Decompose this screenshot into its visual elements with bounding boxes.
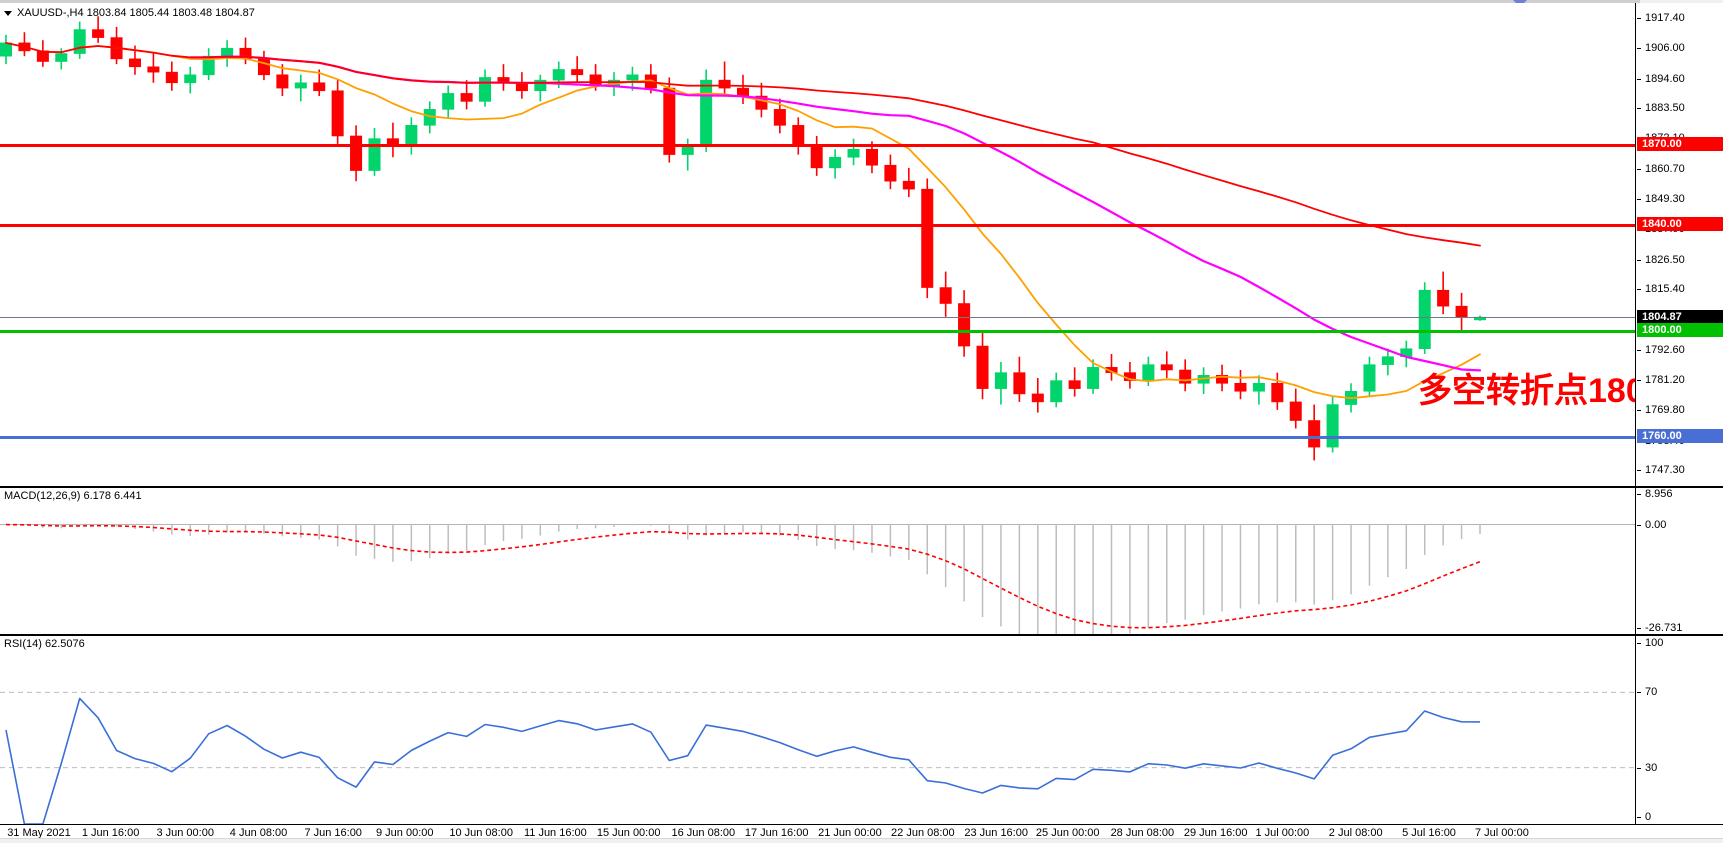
level-line-resistance-1840[interactable] (0, 223, 1635, 227)
time-tick-label: 1 Jun 16:00 (81, 827, 140, 839)
rsi-plot-area[interactable] (0, 636, 1636, 824)
time-tick-label: 29 Jun 16:00 (1183, 827, 1248, 839)
level-line-pivot-1800[interactable] (0, 330, 1635, 334)
price-tick: 1906.00 (1637, 42, 1685, 54)
time-tick-label: 7 Jun 16:00 (304, 827, 362, 839)
time-tick-label: 17 Jun 16:00 (744, 827, 809, 839)
price-tick: 1747.30 (1637, 464, 1685, 476)
time-tick-label: 1 Jul 00:00 (1255, 827, 1310, 839)
time-tick-label: 28 Jun 08:00 (1110, 827, 1175, 839)
rsi-panel: RSI(14) 62.5076 100 70 30 0 (0, 635, 1723, 825)
time-tick-label: 31 May 2021 (7, 827, 71, 839)
price-tick: 1815.40 (1637, 283, 1685, 295)
price-tick: 1826.50 (1637, 254, 1685, 266)
price-tick: 1849.30 (1637, 193, 1685, 205)
time-tick-label: 10 Jun 08:00 (449, 827, 513, 839)
price-tick: 1781.20 (1637, 374, 1685, 386)
time-tick-label: 22 Jun 08:00 (891, 827, 955, 839)
price-scale[interactable]: 1917.401906.001894.601883.501872.101860.… (1637, 3, 1723, 486)
price-tag-resistance-1840[interactable]: 1840.00 (1637, 216, 1723, 231)
level-line-support-1760[interactable] (0, 436, 1635, 440)
rsi-label: RSI(14) 62.5076 (4, 638, 85, 650)
time-tick-label: 5 Jul 16:00 (1402, 827, 1456, 839)
symbol-header[interactable]: XAUUSD-,H4 1803.84 1805.44 1803.48 1804.… (4, 7, 255, 19)
symbol-header-label: XAUUSD-,H4 1803.84 1805.44 1803.48 1804.… (17, 7, 255, 19)
rsi-tick: 0 (1637, 811, 1651, 823)
macd-tick: 0.00 (1637, 519, 1666, 531)
price-tag-resistance-1870[interactable]: 1870.00 (1637, 136, 1723, 151)
rsi-tick: 30 (1637, 762, 1657, 774)
time-tick-label: 21 Jun 00:00 (818, 827, 882, 839)
level-line-resistance-1870[interactable] (0, 143, 1635, 147)
price-tag-pivot-1800[interactable]: 1800.00 (1637, 323, 1723, 338)
macd-label: MACD(12,26,9) 6.178 6.441 (4, 490, 142, 502)
macd-tick: -26.731 (1637, 622, 1682, 634)
chevron-down-icon[interactable] (4, 10, 12, 16)
rsi-scale[interactable]: 100 70 30 0 (1637, 636, 1723, 824)
price-candles-svg (0, 16, 1487, 461)
price-tag-current-price[interactable]: 1804.87 (1637, 310, 1723, 325)
time-tick-label: 11 Jun 16:00 (523, 827, 587, 839)
macd-scale[interactable]: 8.956 0.00 -26.731 (1637, 488, 1723, 634)
price-tag-support-1760[interactable]: 1760.00 (1637, 429, 1723, 444)
time-tick-label: 23 Jun 16:00 (964, 827, 1028, 839)
price-tick: 1894.60 (1637, 73, 1685, 85)
time-tick-label: 7 Jul 00:00 (1475, 827, 1529, 839)
time-tick-label: 9 Jun 00:00 (376, 827, 434, 839)
time-tick-label: 25 Jun 00:00 (1035, 827, 1100, 839)
price-tick: 1860.70 (1637, 163, 1685, 175)
rsi-svg (0, 691, 1635, 824)
macd-panel: MACD(12,26,9) 6.178 6.441 8.956 0.00 -26.7… (0, 487, 1723, 635)
price-tick: 1792.60 (1637, 344, 1685, 356)
time-tick-label: 2 Jul 08:00 (1328, 827, 1383, 839)
level-line-current-price[interactable] (0, 317, 1635, 319)
macd-svg (0, 523, 1635, 634)
rsi-tick: 70 (1637, 686, 1657, 698)
time-tick-label: 16 Jun 08:00 (671, 827, 736, 839)
time-tick-label: 3 Jun 00:00 (156, 827, 214, 839)
scrollbar-thumb[interactable] (0, 0, 1640, 5)
time-tick-label: 15 Jun 00:00 (596, 827, 661, 839)
chart-annotation[interactable]: 多空转折点1800 (1418, 372, 1635, 410)
price-tick: 1769.80 (1637, 404, 1685, 416)
macd-plot-area[interactable] (0, 488, 1636, 634)
time-tick-label: 4 Jun 08:00 (229, 827, 288, 839)
price-tick: 1883.50 (1637, 102, 1685, 114)
rsi-tick: 100 (1637, 637, 1663, 649)
price-panel: 多空转折点1800 1917.40 1906.00 1894.60 1883.50 18… (0, 3, 1723, 487)
macd-tick: 8.956 (1637, 488, 1673, 500)
bottom-strip (0, 838, 1723, 843)
price-plot-area[interactable]: 多空转折点1800 (0, 3, 1636, 486)
price-tick: 1917.40 (1637, 12, 1685, 24)
